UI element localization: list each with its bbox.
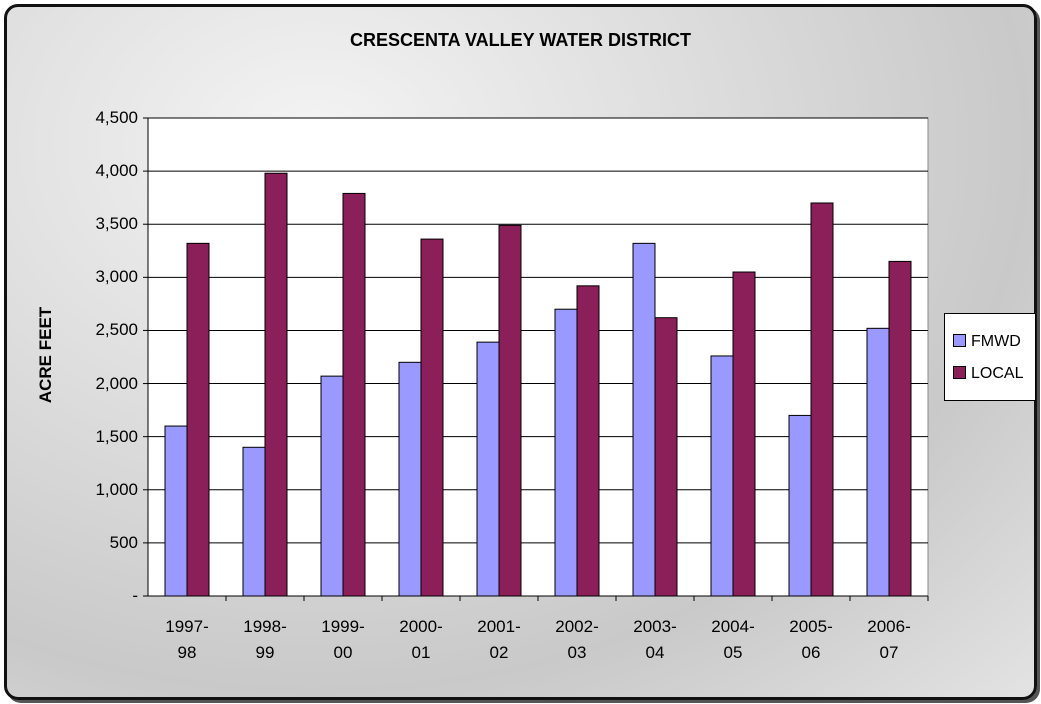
- bar: [320, 375, 344, 597]
- y-tick-label: 1,000: [95, 479, 138, 499]
- y-tick-label: 2,000: [95, 373, 138, 393]
- bar: [242, 446, 266, 597]
- bar: [576, 285, 600, 597]
- bar: [420, 238, 444, 597]
- bar: [498, 224, 522, 597]
- y-tick-label: 500: [109, 532, 138, 552]
- bar: [710, 355, 734, 597]
- bar: [632, 242, 656, 597]
- bar: [654, 317, 678, 597]
- bar: [398, 361, 422, 597]
- bar: [342, 192, 366, 597]
- bar: [732, 271, 756, 597]
- x-tick-label: 1999-00: [321, 617, 365, 662]
- y-tick-label: 4,500: [95, 108, 138, 127]
- x-tick-label: 2000-01: [399, 617, 443, 662]
- y-axis-label: ACRE FEET: [36, 306, 55, 404]
- legend-swatch: [953, 366, 966, 379]
- x-tick-label: 2003-04: [633, 617, 677, 662]
- legend-label: LOCAL: [971, 365, 1024, 382]
- x-tick-label: 2001-02: [477, 617, 521, 662]
- legend-entry: LOCAL: [953, 365, 1023, 383]
- x-tick-label: 1997-98: [165, 617, 209, 662]
- legend: FMWD LOCAL: [944, 313, 1036, 401]
- y-tick-label: 1,500: [95, 426, 138, 446]
- x-tick-label: 2005-06: [789, 617, 833, 662]
- legend-swatch: [953, 334, 966, 347]
- chart-title: CRESCENTA VALLEY WATER DISTRICT: [349, 30, 691, 50]
- bar: [476, 341, 500, 597]
- bar: [264, 172, 288, 597]
- x-tick-label: 2002-03: [555, 617, 599, 662]
- legend-label: FMWD: [971, 333, 1021, 350]
- bar: [554, 308, 578, 597]
- y-tick-label: -: [132, 586, 138, 605]
- bar: [810, 202, 834, 597]
- legend-entry: FMWD: [953, 333, 1021, 351]
- bar: [888, 260, 912, 597]
- bar: [788, 414, 812, 597]
- bar: [866, 327, 890, 597]
- y-tick-label: 4,000: [95, 161, 138, 181]
- bar: [186, 242, 210, 597]
- x-tick-label: 2006-07: [867, 617, 911, 662]
- bar: [164, 425, 188, 597]
- y-tick-label: 3,000: [95, 267, 138, 287]
- x-tick-label: 1998-99: [243, 617, 287, 662]
- y-tick-label: 3,500: [95, 214, 138, 234]
- x-tick-label: 2004-05: [711, 617, 755, 662]
- y-tick-label: 2,500: [95, 320, 138, 340]
